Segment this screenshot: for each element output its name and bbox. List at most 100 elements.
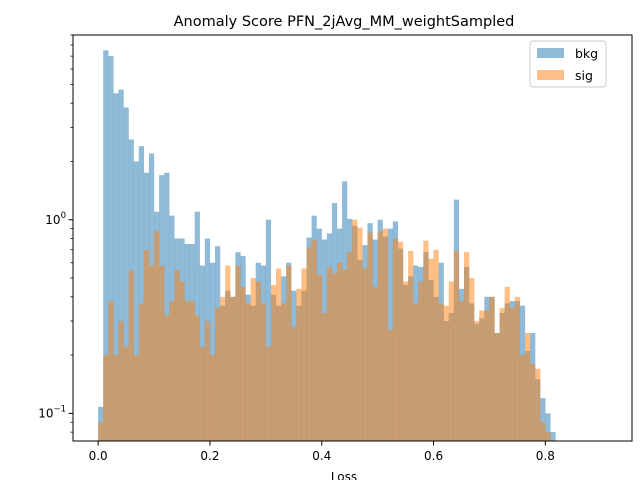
bar-sig-35 [276,268,282,441]
x-tick-label: 0.0 [89,449,108,463]
bar-sig-39 [296,288,302,441]
bar-sig-27 [235,265,241,441]
bar-sig-14 [169,301,175,441]
axes-frame [72,34,633,442]
bar-sig-75 [479,310,485,441]
bar-sig-69 [448,281,454,441]
series-sig [98,219,551,441]
bar-bkg-7 [133,161,139,441]
bar-sig-17 [184,301,190,441]
bar-sig-50 [352,219,358,441]
bar-sig-71 [458,301,465,441]
bar-sig-32 [260,303,266,441]
bar-sig-58 [392,238,399,441]
bar-sig-19 [194,315,200,441]
bar-bkg-5 [123,107,129,441]
bar-sig-56 [382,228,388,441]
bar-sig-55 [377,231,383,441]
bar-sig-21 [204,321,211,441]
bar-sig-68 [443,305,449,441]
bar-sig-31 [255,281,261,441]
bar-sig-1 [103,355,109,441]
bar-sig-49 [347,252,353,441]
legend-swatch-sig [537,70,564,80]
x-tick-label: 0.4 [312,449,331,463]
bar-sig-73 [469,278,475,441]
bar-bkg-8 [138,146,145,441]
bar-sig-48 [342,270,348,441]
y-axis: 10−1 100 [38,34,73,433]
x-tick-label: 0.8 [536,449,555,463]
bar-bkg-87 [540,398,546,441]
bar-bkg-89 [550,432,556,441]
bar-sig-25 [225,265,231,441]
bar-bkg-1 [103,50,109,441]
legend-label-bkg: bkg [575,46,598,61]
bar-bkg-3 [113,93,119,441]
x-tick-label: 0.6 [424,449,443,463]
bar-sig-18 [189,301,195,441]
bar-sig-65 [428,258,434,441]
bar-sig-41 [306,247,312,441]
bar-sig-26 [230,296,236,441]
bar-sig-80 [504,286,510,441]
bar-bkg-2 [108,56,114,441]
bar-sig-76 [484,310,490,441]
bar-sig-13 [164,315,170,441]
bar-sig-87 [540,422,546,441]
bar-sig-60 [403,281,409,441]
bar-sig-10 [148,265,155,441]
bar-sig-85 [530,363,536,441]
bar-sig-36 [281,303,287,441]
bar-sig-4 [118,321,124,441]
bar-sig-30 [250,278,256,441]
bar-sig-34 [270,285,277,441]
bar-sig-3 [113,355,119,441]
bar-sig-54 [372,286,378,441]
bar-sig-52 [362,268,368,441]
bar-sig-40 [301,268,307,441]
x-axis: 0.0 0.2 0.4 0.6 0.8 [89,441,555,463]
bar-sig-5 [123,347,129,441]
x-tick-label: 0.2 [200,449,219,463]
bar-bkg-13 [164,172,170,441]
bar-sig-20 [199,347,206,441]
bar-sig-45 [326,267,333,441]
bar-sig-29 [245,303,251,441]
bar-sig-77 [489,296,495,441]
bar-sig-74 [474,321,480,441]
bar-sig-53 [367,232,373,441]
bar-sig-28 [240,286,246,441]
legend: bkg sig [529,40,607,88]
bar-bkg-33 [265,219,272,441]
bar-sig-22 [209,355,216,441]
bar-sig-7 [133,355,139,441]
bar-sig-59 [397,241,404,441]
bar-sig-62 [413,303,419,441]
legend-label-sig: sig [575,68,593,83]
bar-bkg-88 [545,413,551,441]
bar-sig-67 [438,303,444,441]
bar-sig-12 [159,265,165,441]
bar-sig-78 [494,333,500,441]
x-axis-label: Loss [331,470,357,480]
bar-sig-57 [387,329,394,441]
bar-sig-6 [128,270,134,441]
bar-sig-9 [143,249,150,441]
bar-sig-70 [453,250,460,441]
bar-sig-11 [154,230,160,441]
bar-sig-81 [509,308,515,441]
bar-sig-8 [138,303,145,441]
bar-sig-24 [220,296,226,441]
bar-sig-38 [291,326,297,441]
bar-sig-51 [357,227,363,441]
bar-bkg-22 [209,262,216,441]
bar-sig-2 [108,301,114,441]
bar-sig-61 [408,250,414,441]
bar-sig-44 [321,312,327,441]
chart-title: Anomaly Score PFN_2jAvg_MM_weightSampled [174,14,515,30]
bar-sig-16 [179,281,185,441]
y-tick-label: 100 [45,211,66,227]
bar-sig-82 [514,296,521,441]
plot-area [98,50,556,442]
